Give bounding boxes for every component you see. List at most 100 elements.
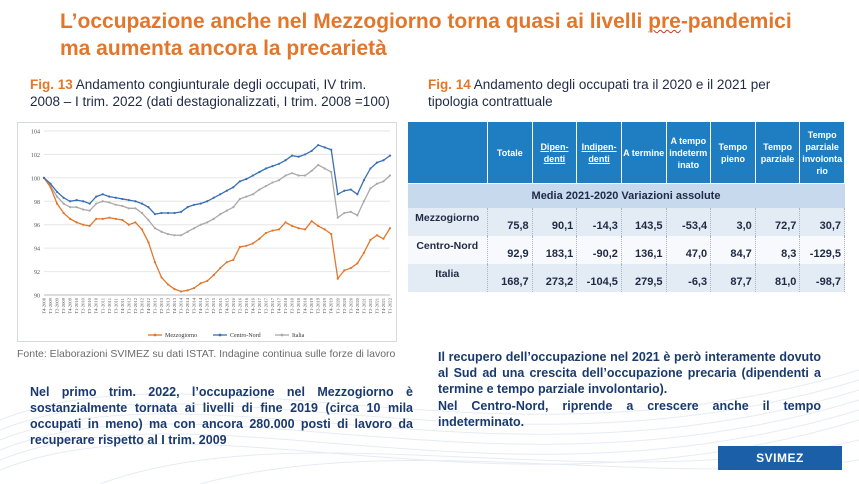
data-point [55, 195, 59, 198]
data-point [304, 153, 307, 156]
data-point [212, 273, 215, 277]
data-point [258, 188, 261, 191]
legend-marker [153, 333, 157, 337]
table-header: Tempo parziale involonta rio [799, 121, 845, 184]
table-cell: 87,7 [710, 263, 756, 292]
row-label: Centro-Nord [407, 235, 488, 264]
data-point [277, 162, 281, 165]
x-tick-label: T4-2015 [224, 297, 229, 314]
data-point [388, 227, 392, 230]
data-point [55, 190, 59, 194]
data-point [186, 289, 189, 292]
data-point [277, 228, 281, 231]
data-point [232, 206, 235, 209]
data-point [375, 182, 379, 185]
data-point [238, 197, 241, 201]
data-point [206, 200, 209, 203]
x-tick-label: T3-2019 [322, 297, 327, 314]
data-point [134, 221, 137, 224]
data-point [219, 193, 222, 196]
row-label: Mezzogiorno [407, 207, 488, 236]
x-tick-label: T3-2011 [113, 297, 118, 313]
fig14-caption: Fig. 14 Andamento degli occupati tra il … [428, 76, 808, 110]
legend-marker [280, 333, 284, 337]
data-point [258, 170, 261, 174]
data-point [114, 203, 117, 206]
fig14-number: Fig. 14 [428, 77, 471, 92]
data-point [356, 262, 359, 265]
x-tick-label: T2-2019 [316, 297, 321, 314]
data-point [375, 161, 379, 164]
data-point [336, 216, 339, 219]
data-point [304, 228, 307, 231]
data-point [179, 290, 183, 293]
data-point [277, 179, 281, 182]
data-point [69, 200, 72, 203]
x-tick-label: T2-2012 [133, 297, 138, 314]
data-point [343, 189, 346, 192]
legend-label: Italia [292, 333, 305, 339]
table-cell: -104,5 [576, 263, 622, 292]
data-point [153, 227, 157, 230]
data-point [343, 211, 346, 215]
x-tick-label: T4-2017 [277, 297, 282, 314]
table-header: Indipen-denti [576, 121, 622, 184]
x-tick-label: T1-2013 [152, 297, 157, 314]
data-point [297, 155, 300, 158]
data-point [284, 174, 287, 177]
x-tick-label: T1-2020 [335, 297, 340, 314]
data-point [245, 177, 248, 181]
table-subheader: Media 2021-2020 Variazioni assolute [407, 183, 845, 208]
data-point [271, 229, 274, 232]
x-tick-label: T4-2016 [250, 297, 255, 314]
table-cell: 183,1 [532, 235, 578, 264]
x-tick-label: T1-2009 [48, 297, 53, 314]
x-tick-label: T4-2019 [329, 297, 334, 314]
table-cell: 84,7 [710, 235, 756, 264]
data-point [173, 288, 176, 291]
x-tick-label: T3-2014 [192, 297, 197, 314]
x-tick-label: T4-2021 [381, 297, 386, 314]
series-line-centro-nord [43, 144, 391, 215]
x-tick-label: T1-2016 [231, 297, 236, 314]
data-point [238, 180, 241, 183]
table-cell: -98,7 [799, 263, 845, 292]
data-point [88, 209, 91, 212]
data-point [95, 217, 98, 220]
data-point [323, 146, 326, 149]
data-point [134, 207, 137, 210]
x-tick-label: T3-2016 [244, 297, 249, 314]
data-point [362, 251, 365, 254]
y-tick-label: 96 [34, 223, 40, 229]
data-point [369, 238, 372, 242]
data-point [317, 163, 320, 167]
data-point [95, 202, 98, 205]
data-point [382, 237, 385, 240]
data-point [140, 202, 144, 205]
data-point [297, 174, 300, 177]
data-point [225, 261, 228, 264]
data-point [186, 206, 189, 209]
data-point [212, 196, 215, 199]
data-point [258, 237, 261, 240]
background-waves [0, 369, 859, 484]
data-point [251, 174, 255, 177]
x-tick-label: T4-2018 [303, 297, 308, 314]
x-tick-label: T3-2012 [139, 297, 144, 314]
data-point [206, 279, 209, 283]
left-paragraph: Nel primo trim. 2022, l’occupazione nel … [30, 385, 413, 447]
data-point [264, 231, 268, 235]
data-point [330, 232, 333, 236]
data-point [245, 195, 248, 198]
data-point [166, 211, 170, 215]
data-point [140, 228, 144, 231]
data-point [330, 170, 333, 174]
data-point [69, 217, 72, 220]
legend-marker [218, 333, 222, 337]
data-point [245, 244, 248, 247]
data-point [369, 167, 372, 170]
data-point [284, 221, 287, 224]
table-cell: -90,2 [576, 235, 622, 264]
data-point [310, 149, 313, 153]
table-cell: 168,7 [487, 263, 533, 292]
